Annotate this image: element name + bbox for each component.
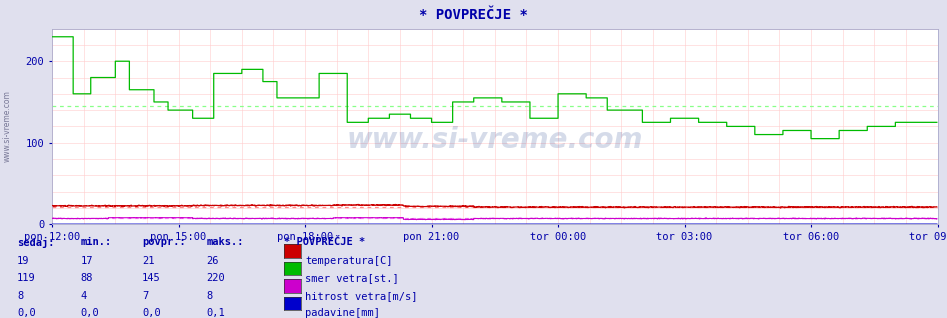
Text: 145: 145 [142, 273, 161, 283]
Text: www.si-vreme.com: www.si-vreme.com [3, 90, 12, 162]
Text: sedaj:: sedaj: [17, 237, 55, 248]
Text: temperatura[C]: temperatura[C] [305, 256, 392, 266]
Text: 0,0: 0,0 [80, 308, 99, 318]
Text: min.:: min.: [80, 237, 112, 247]
Text: 19: 19 [17, 256, 29, 266]
Text: 0,0: 0,0 [17, 308, 36, 318]
Text: 220: 220 [206, 273, 225, 283]
Text: 21: 21 [142, 256, 154, 266]
Text: 26: 26 [206, 256, 219, 266]
Text: povpr.:: povpr.: [142, 237, 186, 247]
Text: hitrost vetra[m/s]: hitrost vetra[m/s] [305, 291, 418, 301]
Text: * POVPREČJE *: * POVPREČJE * [284, 237, 366, 247]
Text: 7: 7 [142, 291, 149, 301]
Text: www.si-vreme.com: www.si-vreme.com [347, 126, 643, 154]
Text: 8: 8 [17, 291, 24, 301]
Text: 8: 8 [206, 291, 213, 301]
Text: 0,1: 0,1 [206, 308, 225, 318]
Text: maks.:: maks.: [206, 237, 244, 247]
Text: padavine[mm]: padavine[mm] [305, 308, 380, 318]
Text: 0,0: 0,0 [142, 308, 161, 318]
Text: 17: 17 [80, 256, 93, 266]
Text: * POVPREČJE *: * POVPREČJE * [420, 8, 527, 22]
Text: 4: 4 [80, 291, 87, 301]
Text: 119: 119 [17, 273, 36, 283]
Text: 88: 88 [80, 273, 93, 283]
Text: smer vetra[st.]: smer vetra[st.] [305, 273, 399, 283]
